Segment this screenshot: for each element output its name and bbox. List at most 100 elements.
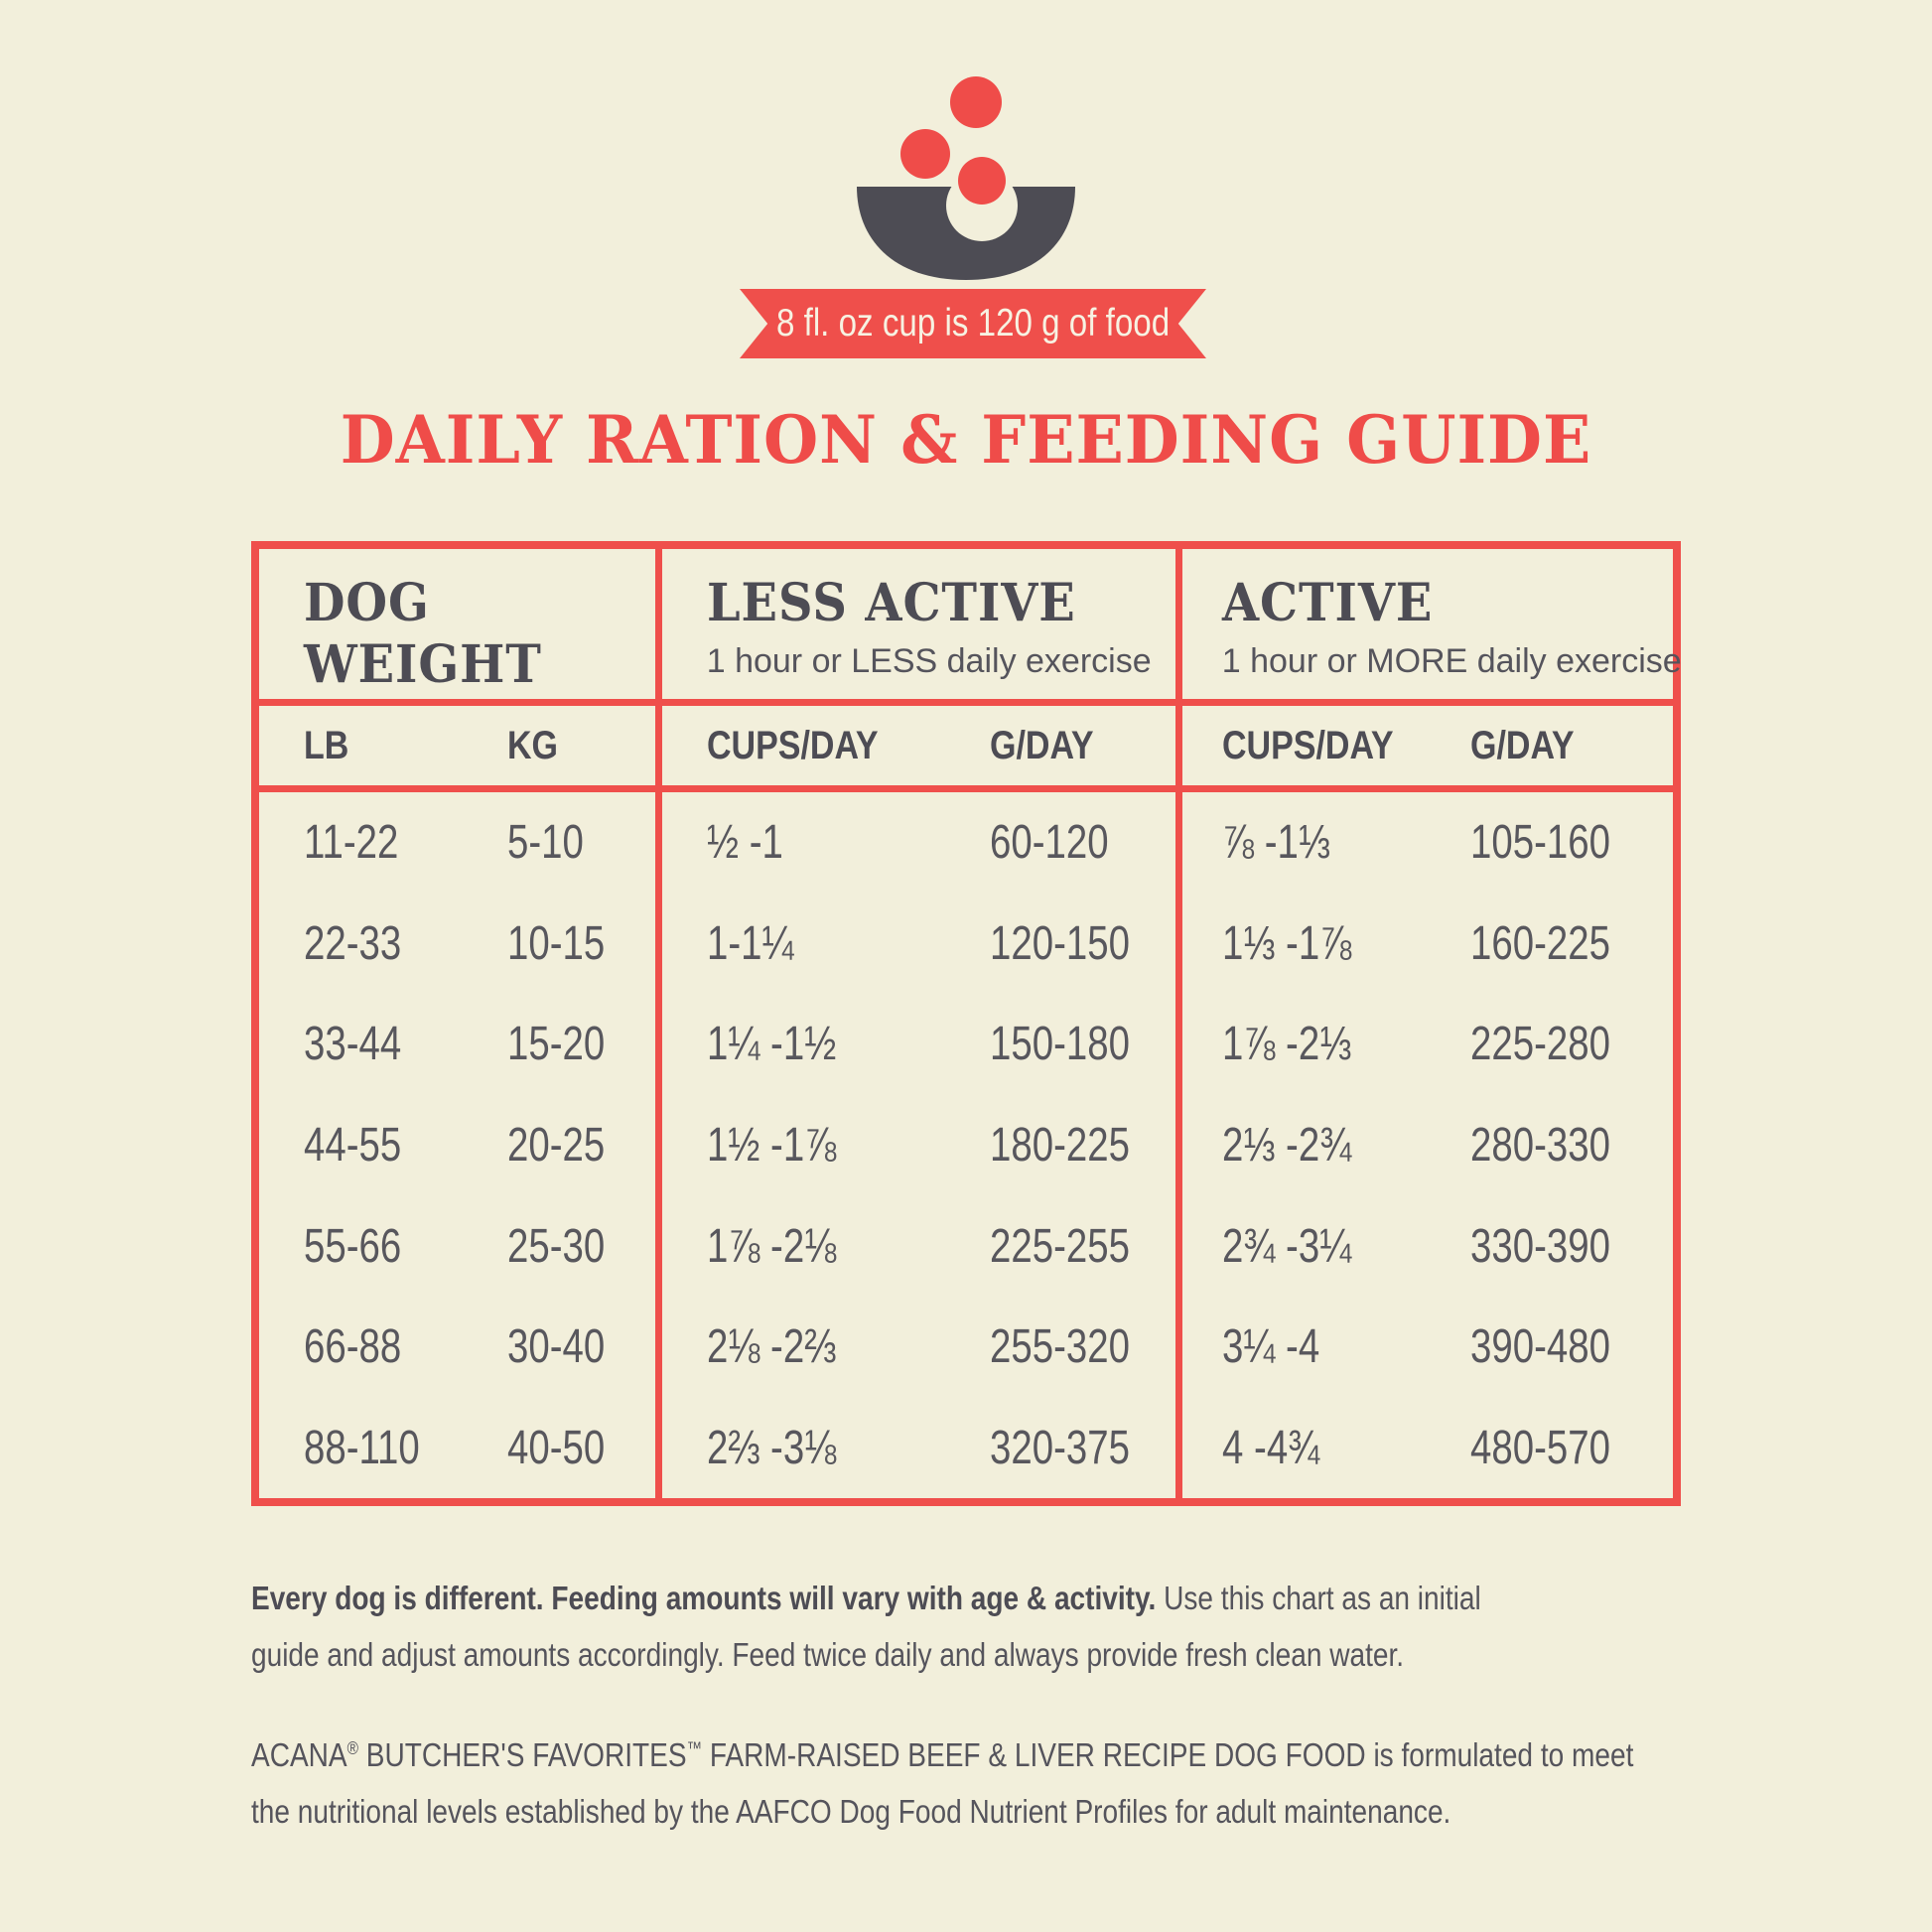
- cell-grams: 480-570: [1469, 1421, 1610, 1474]
- ribbon-banner: 8 fl. oz cup is 120 g of food: [740, 289, 1206, 358]
- table-row: 55-66 25-30: [259, 1195, 655, 1297]
- cell-kg: 30-40: [507, 1320, 606, 1374]
- cell-kg: 20-25: [507, 1119, 606, 1173]
- aafco-statement-rest: FARM-RAISED BEEF & LIVER RECIPE DOG FOOD…: [251, 1736, 1634, 1830]
- table-row: 88-110 40-50: [259, 1397, 655, 1498]
- cell-kg: 5-10: [507, 816, 584, 870]
- cell-kg: 10-15: [507, 916, 606, 970]
- group-header-active: ACTIVE 1 hour or MORE daily exercise: [1181, 549, 1682, 706]
- cell-lb: 55-66: [304, 1219, 402, 1273]
- cell-grams: 225-255: [989, 1219, 1130, 1273]
- subheader-g-day: G/DAY: [989, 723, 1094, 767]
- table-row: 66-88 30-40: [259, 1297, 655, 1398]
- trademark-mark: ™: [686, 1738, 703, 1758]
- table-row: 22-33 10-15: [259, 894, 655, 995]
- cell-grams: 120-150: [989, 916, 1130, 970]
- kibble-icon: [958, 157, 1006, 205]
- brand-name: ACANA: [251, 1736, 347, 1773]
- group-title: DOG WEIGHT: [304, 573, 542, 696]
- cell-grams: 150-180: [989, 1018, 1130, 1071]
- cell-grams: 180-225: [989, 1119, 1130, 1173]
- subheader-g-day: G/DAY: [1469, 723, 1575, 767]
- cell-grams: 105-160: [1469, 816, 1610, 870]
- cell-cups: 2⅔ -3⅛: [706, 1421, 836, 1474]
- group-title: ACTIVE: [1221, 573, 1434, 633]
- page-title: DAILY RATION & FEEDING GUIDE: [340, 401, 1592, 479]
- aafco-statement: ACANA® BUTCHER'S FAVORITES™ FARM-RAISED …: [251, 1727, 1686, 1841]
- subheader-cups-day: CUPS/DAY: [706, 723, 879, 767]
- cell-cups: 1-1¼: [706, 916, 794, 970]
- table-row: 1-1¼ 120-150: [662, 894, 1175, 995]
- table-row: 1¼ -1½ 150-180: [662, 994, 1175, 1095]
- cell-cups: ⅞ -1⅓: [1221, 816, 1330, 870]
- table-row: 1⅓ -1⅞ 160-225: [1182, 894, 1673, 995]
- table-row: 33-44 15-20: [259, 994, 655, 1095]
- column-less-active: LESS ACTIVE 1 hour or LESS daily exercis…: [654, 549, 1175, 1498]
- ribbon-label: 8 fl. oz cup is 120 g of food: [775, 302, 1171, 345]
- table-row: 44-55 20-25: [259, 1095, 655, 1196]
- table-row: 1⅞ -2⅓ 225-280: [1182, 994, 1673, 1095]
- cell-cups: 1½ -1⅞: [706, 1119, 836, 1173]
- cell-cups: 1⅓ -1⅞: [1221, 916, 1351, 970]
- kibble-icon: [900, 129, 950, 179]
- feeding-note-lead: Every dog is different. Feeding amounts …: [251, 1580, 1157, 1616]
- table-row: 1⅞ -2⅛ 225-255: [662, 1195, 1175, 1297]
- cell-lb: 33-44: [304, 1018, 402, 1071]
- dog-food-bowl-graphic: [857, 76, 1075, 280]
- dog-food-bowl-icon: [829, 69, 1117, 298]
- table-row: ½ -1 60-120: [662, 792, 1175, 894]
- table-row: 3¼ -4 390-480: [1182, 1297, 1673, 1398]
- column-active: ACTIVE 1 hour or MORE daily exercise CUP…: [1174, 549, 1682, 1498]
- cell-cups: 2¾ -3¼: [1221, 1219, 1351, 1273]
- cell-cups: 1⅞ -2⅓: [1221, 1018, 1351, 1071]
- cell-lb: 66-88: [304, 1320, 402, 1374]
- subheader-kg: KG: [507, 723, 558, 767]
- table-row: 4 -4¾ 480-570: [1182, 1397, 1673, 1498]
- group-header-dog-weight: DOG WEIGHT: [259, 549, 655, 706]
- cell-cups: 2⅛ -2⅔: [706, 1320, 836, 1374]
- group-subtitle: 1 hour or MORE daily exercise: [1221, 642, 1682, 681]
- cell-cups: 2⅓ -2¾: [1221, 1119, 1351, 1173]
- cell-kg: 40-50: [507, 1421, 606, 1474]
- cell-kg: 15-20: [507, 1018, 606, 1071]
- cell-cups: 3¼ -4: [1221, 1320, 1319, 1374]
- feeding-table: DOG WEIGHT LB KG 11-22 5-10 22-33 10-15 33…: [251, 541, 1682, 1506]
- group-subtitle: 1 hour or LESS daily exercise: [706, 642, 1152, 681]
- kibble-icon: [950, 76, 1002, 128]
- subheader-row: LB KG: [259, 706, 655, 792]
- feeding-note: Every dog is different. Feeding amounts …: [251, 1571, 1686, 1684]
- cell-kg: 25-30: [507, 1219, 606, 1273]
- feeding-note-rest: Use this chart as an initial guide and a…: [251, 1580, 1481, 1673]
- cell-lb: 44-55: [304, 1119, 402, 1173]
- cell-grams: 225-280: [1469, 1018, 1610, 1071]
- table-row: 11-22 5-10: [259, 792, 655, 894]
- subheader-row: CUPS/DAY G/DAY: [661, 706, 1175, 792]
- table-row: 2⅛ -2⅔ 255-320: [662, 1297, 1175, 1398]
- table-row: 2⅓ -2¾ 280-330: [1182, 1095, 1673, 1196]
- subheader-cups-day: CUPS/DAY: [1221, 723, 1394, 767]
- cell-lb: 11-22: [304, 816, 399, 870]
- cell-cups: ½ -1: [706, 816, 783, 870]
- table-row: 2⅔ -3⅛ 320-375: [662, 1397, 1175, 1498]
- cell-grams: 390-480: [1469, 1320, 1610, 1374]
- product-line: BUTCHER'S FAVORITES: [358, 1736, 687, 1773]
- cell-grams: 280-330: [1469, 1119, 1610, 1173]
- table-row: 1½ -1⅞ 180-225: [662, 1095, 1175, 1196]
- cell-cups: 4 -4¾: [1221, 1421, 1319, 1474]
- subheader-lb: LB: [304, 723, 349, 767]
- cell-lb: 22-33: [304, 916, 402, 970]
- cell-cups: 1¼ -1½: [706, 1018, 836, 1071]
- table-row: ⅞ -1⅓ 105-160: [1182, 792, 1673, 894]
- table-row: 2¾ -3¼ 330-390: [1182, 1195, 1673, 1297]
- cell-lb: 88-110: [304, 1421, 420, 1474]
- cell-grams: 60-120: [989, 816, 1109, 870]
- cell-grams: 160-225: [1469, 916, 1610, 970]
- cell-grams: 330-390: [1469, 1219, 1610, 1273]
- cell-cups: 1⅞ -2⅛: [706, 1219, 836, 1273]
- registered-mark: ®: [346, 1738, 359, 1758]
- subheader-row: CUPS/DAY G/DAY: [1181, 706, 1673, 792]
- cell-grams: 255-320: [989, 1320, 1130, 1374]
- cell-grams: 320-375: [989, 1421, 1130, 1474]
- group-title: LESS ACTIVE: [706, 573, 1076, 633]
